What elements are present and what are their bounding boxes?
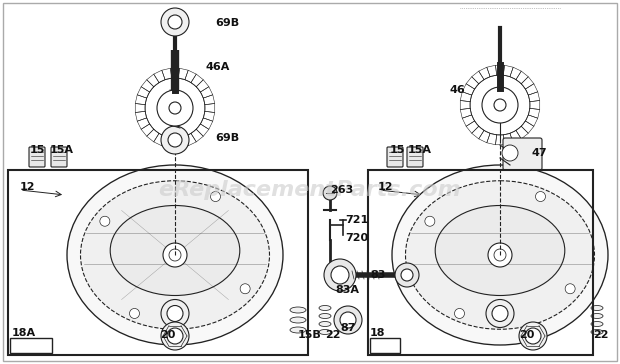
Circle shape	[401, 269, 413, 281]
Text: 15: 15	[30, 145, 45, 155]
Circle shape	[494, 249, 506, 261]
Text: 12: 12	[20, 182, 35, 192]
Text: 721: 721	[345, 215, 368, 225]
Ellipse shape	[405, 181, 595, 329]
Text: 69B: 69B	[215, 18, 239, 28]
Text: 83: 83	[370, 270, 386, 280]
Text: 720: 720	[345, 233, 368, 243]
Circle shape	[161, 126, 189, 154]
Ellipse shape	[81, 181, 270, 329]
Bar	[370, 338, 400, 353]
Circle shape	[470, 75, 530, 135]
Circle shape	[519, 322, 547, 350]
Circle shape	[502, 145, 518, 161]
FancyBboxPatch shape	[51, 147, 67, 167]
Ellipse shape	[290, 317, 306, 323]
Circle shape	[169, 102, 181, 114]
Circle shape	[395, 263, 419, 287]
Ellipse shape	[319, 321, 331, 327]
Circle shape	[161, 300, 189, 328]
Text: 83A: 83A	[335, 285, 359, 295]
Circle shape	[323, 186, 337, 200]
Circle shape	[240, 284, 250, 294]
Circle shape	[536, 191, 546, 202]
Circle shape	[425, 216, 435, 226]
Text: 15A: 15A	[408, 145, 432, 155]
Text: 47: 47	[532, 148, 547, 158]
Circle shape	[488, 243, 512, 267]
Text: 20: 20	[519, 330, 534, 340]
Circle shape	[565, 284, 575, 294]
Ellipse shape	[319, 305, 331, 310]
Circle shape	[324, 259, 356, 291]
Circle shape	[494, 99, 506, 111]
Text: 22: 22	[593, 330, 608, 340]
Ellipse shape	[591, 321, 603, 327]
Ellipse shape	[290, 327, 306, 333]
Bar	[8, 170, 308, 355]
Text: 15A: 15A	[50, 145, 74, 155]
Ellipse shape	[591, 329, 603, 335]
Text: eReplacementParts.com: eReplacementParts.com	[159, 180, 461, 200]
Text: 69B: 69B	[215, 133, 239, 143]
Text: 22: 22	[325, 330, 340, 340]
Text: 46A: 46A	[205, 62, 229, 72]
Circle shape	[161, 322, 189, 350]
Circle shape	[167, 328, 183, 344]
Ellipse shape	[591, 305, 603, 310]
Circle shape	[211, 191, 221, 202]
Ellipse shape	[319, 313, 331, 318]
FancyBboxPatch shape	[407, 147, 423, 167]
Text: 20: 20	[160, 330, 175, 340]
Text: 12: 12	[378, 182, 394, 192]
Circle shape	[163, 243, 187, 267]
Circle shape	[492, 305, 508, 321]
Circle shape	[334, 306, 362, 334]
FancyBboxPatch shape	[503, 138, 542, 170]
Circle shape	[157, 90, 193, 126]
Bar	[368, 170, 593, 355]
Circle shape	[168, 133, 182, 147]
Circle shape	[100, 216, 110, 226]
Text: 87: 87	[340, 323, 355, 333]
Circle shape	[130, 308, 140, 318]
Circle shape	[486, 300, 514, 328]
Circle shape	[168, 15, 182, 29]
Text: 263: 263	[330, 185, 353, 195]
Text: 15: 15	[390, 145, 405, 155]
Ellipse shape	[435, 206, 565, 296]
Circle shape	[145, 78, 205, 138]
Circle shape	[167, 305, 183, 321]
Circle shape	[525, 328, 541, 344]
Circle shape	[454, 308, 464, 318]
Ellipse shape	[110, 206, 240, 296]
Circle shape	[482, 87, 518, 123]
Ellipse shape	[67, 165, 283, 345]
Circle shape	[161, 8, 189, 36]
Text: 46: 46	[450, 85, 466, 95]
Bar	[10, 338, 52, 353]
Circle shape	[169, 249, 181, 261]
Ellipse shape	[319, 329, 331, 335]
Ellipse shape	[591, 313, 603, 318]
Ellipse shape	[290, 307, 306, 313]
Text: 18: 18	[370, 328, 386, 338]
Circle shape	[340, 312, 356, 328]
FancyBboxPatch shape	[29, 147, 45, 167]
Ellipse shape	[392, 165, 608, 345]
Circle shape	[331, 266, 349, 284]
Text: 18A: 18A	[12, 328, 36, 338]
FancyBboxPatch shape	[387, 147, 403, 167]
Text: 15B: 15B	[298, 330, 322, 340]
